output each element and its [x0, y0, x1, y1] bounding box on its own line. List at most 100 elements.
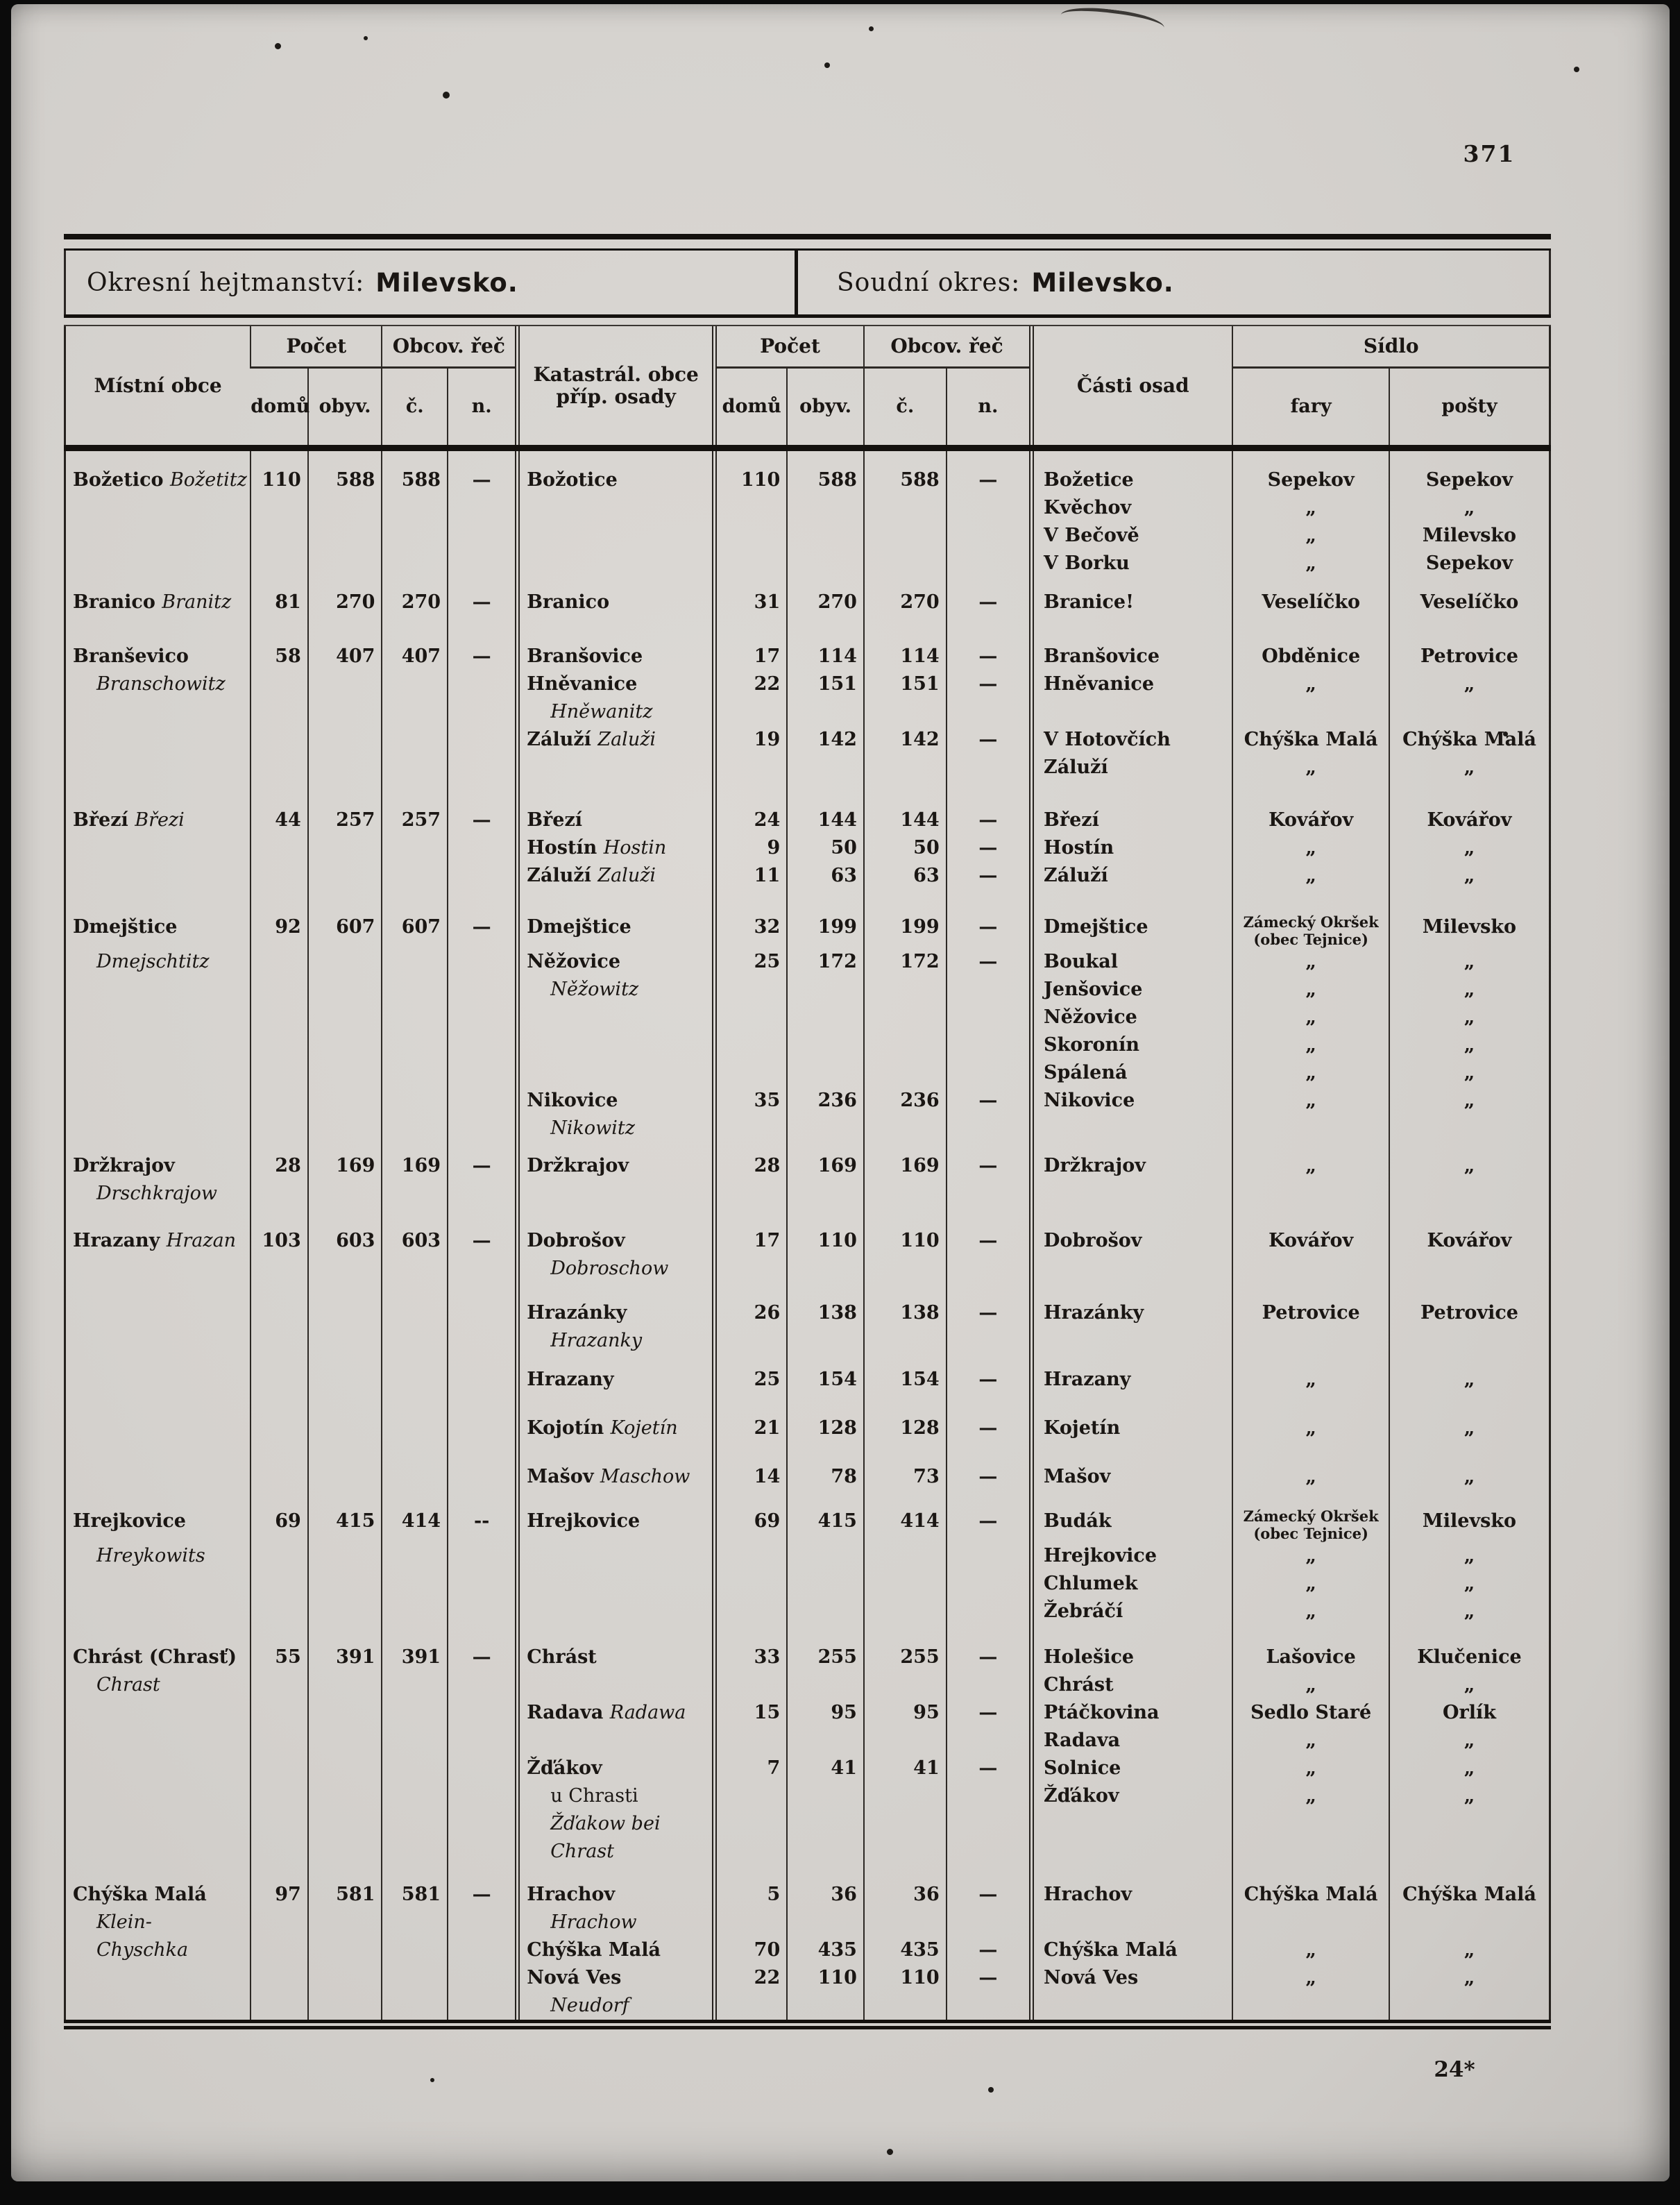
table-cell [65, 1491, 251, 1507]
table-cell [863, 1327, 947, 1355]
table-cell: 257 [307, 806, 382, 834]
table-cell: Branšovice [1029, 643, 1233, 670]
table-cell: Dobrošov [1029, 1227, 1233, 1255]
ink-speck [364, 36, 368, 40]
table-cell [250, 1283, 308, 1299]
table-cell [381, 1255, 448, 1283]
table-cell: Dmejštice [1029, 913, 1233, 948]
text-segment: 36 [913, 1884, 940, 1905]
table-cell: Chlumek [1029, 1570, 1233, 1598]
table-cell: 17 [712, 1227, 788, 1255]
table-cell [250, 1180, 308, 1208]
table-cell: — [945, 1881, 1032, 1909]
table-cell: 169 [381, 1152, 448, 1180]
text-segment: Hrazánky [527, 1302, 627, 1324]
text-segment: — [978, 865, 998, 886]
table-cell [307, 1283, 382, 1299]
table-cell [447, 1699, 518, 1727]
table-cell [381, 698, 448, 726]
text-segment: 435 [817, 1939, 857, 1961]
table-cell: 110 [786, 1964, 864, 1992]
text-segment: — [978, 729, 998, 750]
table-cell [447, 782, 518, 806]
text-segment: — [978, 1757, 998, 1779]
text-segment: „ [1463, 1573, 1475, 1594]
table-row: Neudorf [65, 1992, 1550, 2025]
text-segment: 35 [754, 1090, 781, 1111]
table-row: Hrejkovice 69 415 414 -- Hrejkovice 69 415 414 — B… [65, 1507, 1550, 1542]
table-cell [1232, 616, 1389, 643]
table-cell: „ [1388, 1598, 1550, 1625]
table-cell [447, 494, 518, 522]
table-cell [447, 1542, 518, 1570]
text-segment: 17 [754, 645, 781, 667]
table-cell: „ [1232, 1964, 1389, 1992]
text-segment: Hrachov [527, 1884, 616, 1905]
table-cell [786, 1782, 864, 1810]
table-cell: Branico [515, 589, 715, 616]
text-segment: 33 [754, 1646, 781, 1668]
table-cell: Holešice [1029, 1644, 1233, 1671]
table-cell [307, 1866, 382, 1881]
table-cell [786, 976, 864, 1004]
table-cell: 270 [863, 589, 947, 616]
text-segment: 110 [817, 1967, 857, 1988]
text-segment: 22 [754, 1967, 781, 1988]
text-segment: „ [1463, 837, 1475, 859]
text-segment: „ [1305, 1785, 1316, 1807]
table-cell: 110 [250, 448, 308, 494]
table-cell [447, 1414, 518, 1442]
table-cell [712, 550, 788, 577]
text-segment: 28 [754, 1155, 781, 1176]
table-cell [447, 1142, 518, 1152]
table-cell [1388, 1283, 1550, 1299]
text-segment: 172 [817, 951, 857, 972]
table-cell: Hrejkovice [1029, 1542, 1233, 1570]
table-cell [447, 1838, 518, 1866]
text-segment: 151 [817, 673, 857, 695]
judicial-district-value: Milevsko. [1031, 267, 1174, 298]
table-cell: 415 [307, 1507, 382, 1542]
table-cell [307, 1699, 382, 1727]
table-cell: Hrazanky [515, 1327, 715, 1355]
table-cell [65, 782, 251, 806]
table-cell [786, 1992, 864, 2025]
table-cell [945, 1059, 1032, 1087]
table-cell [945, 1142, 1032, 1152]
text-segment: 28 [275, 1155, 301, 1176]
table-cell [515, 1866, 715, 1881]
table-cell [786, 577, 864, 589]
table-cell [447, 698, 518, 726]
table-cell [250, 1208, 308, 1227]
table-cell [307, 754, 382, 782]
table-cell: 50 [786, 834, 864, 862]
text-segment: 110 [740, 469, 781, 491]
table-cell: — [447, 643, 518, 670]
table-cell [250, 890, 308, 913]
table-cell [447, 890, 518, 913]
table-cell [1029, 1909, 1233, 1936]
table-cell: 36 [863, 1881, 947, 1909]
text-segment: 415 [817, 1510, 857, 1532]
table-cell: 110 [786, 1227, 864, 1255]
text-segment: Dobrošov [527, 1230, 625, 1251]
text-segment: 41 [831, 1757, 857, 1779]
table-cell: 73 [863, 1463, 947, 1491]
text-segment: Chrast [550, 1841, 614, 1862]
text-segment: Něžowitz [550, 979, 639, 1000]
text-segment: — [978, 1302, 998, 1324]
table-cell [307, 1463, 382, 1491]
text-segment: 114 [900, 645, 940, 667]
table-cell [447, 1463, 518, 1491]
table-row: Skoronín „ „ [65, 1031, 1550, 1059]
table-cell [307, 616, 382, 643]
header-obyv-2: obyv. [786, 367, 864, 451]
text-segment: 414 [900, 1510, 940, 1532]
table-row: Hrazanky [65, 1327, 1550, 1355]
table-cell [447, 522, 518, 550]
table-cell: „ [1232, 1366, 1389, 1394]
table-cell [786, 782, 864, 806]
text-segment: Petrovice [1420, 645, 1518, 667]
table-cell [307, 1625, 382, 1644]
table-cell [786, 1355, 864, 1366]
